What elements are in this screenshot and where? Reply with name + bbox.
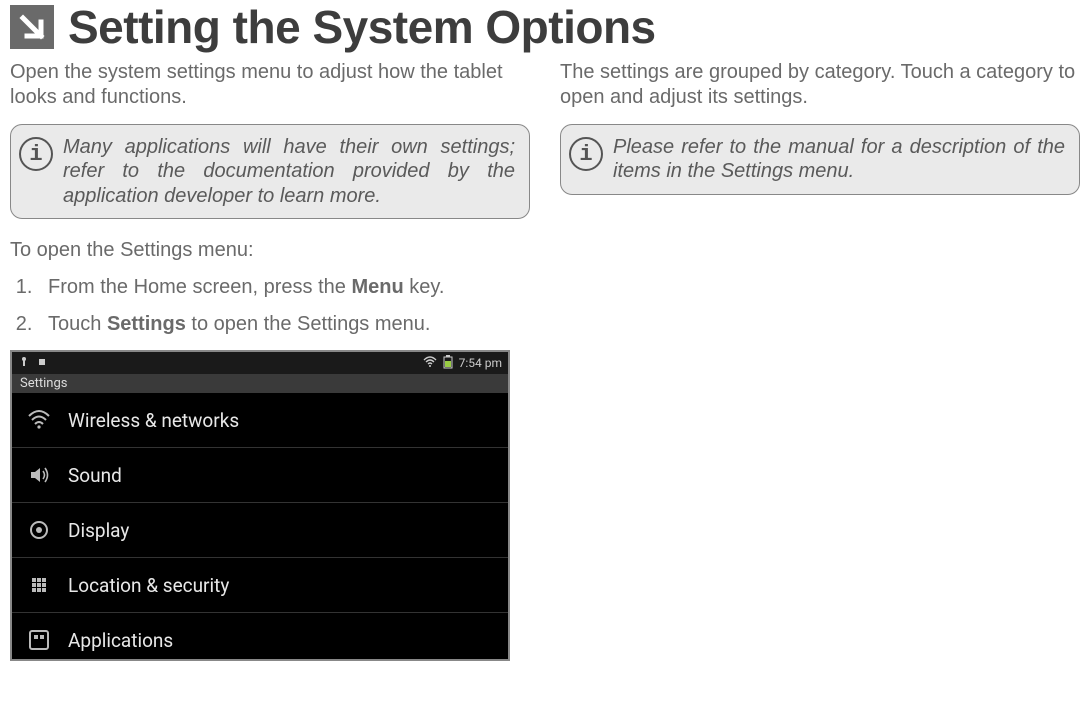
display-icon	[26, 517, 52, 543]
clock-text: 7:54 pm	[459, 356, 502, 370]
two-column-layout: Open the system settings menu to adjust …	[10, 60, 1080, 661]
settings-row-applications[interactable]: Applications	[12, 613, 508, 659]
settings-label: Sound	[68, 464, 122, 487]
step-item: From the Home screen, press the Menu key…	[38, 276, 530, 299]
info-callout-left: i Many applications will have their own …	[10, 124, 530, 219]
step-post: key.	[404, 276, 445, 298]
step-item: Touch Settings to open the Settings menu…	[38, 313, 530, 336]
arrow-icon	[10, 5, 54, 49]
page-title: Setting the System Options	[68, 0, 656, 54]
settings-label: Applications	[68, 629, 173, 652]
info-icon: i	[19, 137, 53, 171]
settings-row-wireless[interactable]: Wireless & networks	[12, 393, 508, 448]
step-post: to open the Settings menu.	[186, 313, 431, 335]
status-left	[18, 356, 48, 371]
wifi-icon	[26, 407, 52, 433]
info-text-right: Please refer to the manual for a descrip…	[613, 135, 1065, 184]
settings-label: Location & security	[68, 574, 229, 597]
info-text-left: Many applications will have their own se…	[63, 135, 515, 208]
apps-icon	[26, 627, 52, 653]
settings-label: Display	[68, 519, 129, 542]
location-icon	[26, 572, 52, 598]
usb-icon	[18, 356, 30, 371]
settings-row-display[interactable]: Display	[12, 503, 508, 558]
right-column: The settings are grouped by category. To…	[560, 60, 1080, 661]
subhead: To open the Settings menu:	[10, 239, 530, 262]
info-icon: i	[569, 137, 603, 171]
status-right: 7:54 pm	[423, 355, 502, 372]
settings-row-location[interactable]: Location & security	[12, 558, 508, 613]
left-column: Open the system settings menu to adjust …	[10, 60, 530, 661]
status-bar: 7:54 pm	[12, 352, 508, 374]
battery-status-icon	[443, 355, 453, 372]
wifi-status-icon	[423, 356, 437, 371]
steps-list: From the Home screen, press the Menu key…	[10, 276, 530, 336]
screen-title: Settings	[12, 374, 508, 393]
settings-screenshot: 7:54 pm Settings Wireless & networks Sou…	[10, 350, 510, 661]
settings-row-sound[interactable]: Sound	[12, 448, 508, 503]
step-pre: From the Home screen, press the	[48, 276, 351, 298]
step-bold: Settings	[107, 313, 186, 335]
info-callout-right: i Please refer to the manual for a descr…	[560, 124, 1080, 195]
debug-icon	[36, 356, 48, 371]
step-pre: Touch	[48, 313, 107, 335]
intro-text-right: The settings are grouped by category. To…	[560, 60, 1080, 110]
sound-icon	[26, 462, 52, 488]
step-bold: Menu	[351, 276, 403, 298]
settings-label: Wireless & networks	[68, 409, 239, 432]
page-header: Setting the System Options	[10, 0, 1080, 54]
intro-text-left: Open the system settings menu to adjust …	[10, 60, 530, 110]
